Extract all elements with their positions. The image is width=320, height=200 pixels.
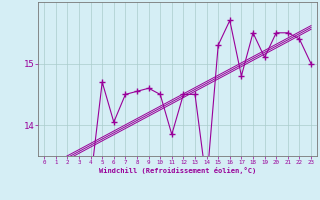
- X-axis label: Windchill (Refroidissement éolien,°C): Windchill (Refroidissement éolien,°C): [99, 167, 256, 174]
